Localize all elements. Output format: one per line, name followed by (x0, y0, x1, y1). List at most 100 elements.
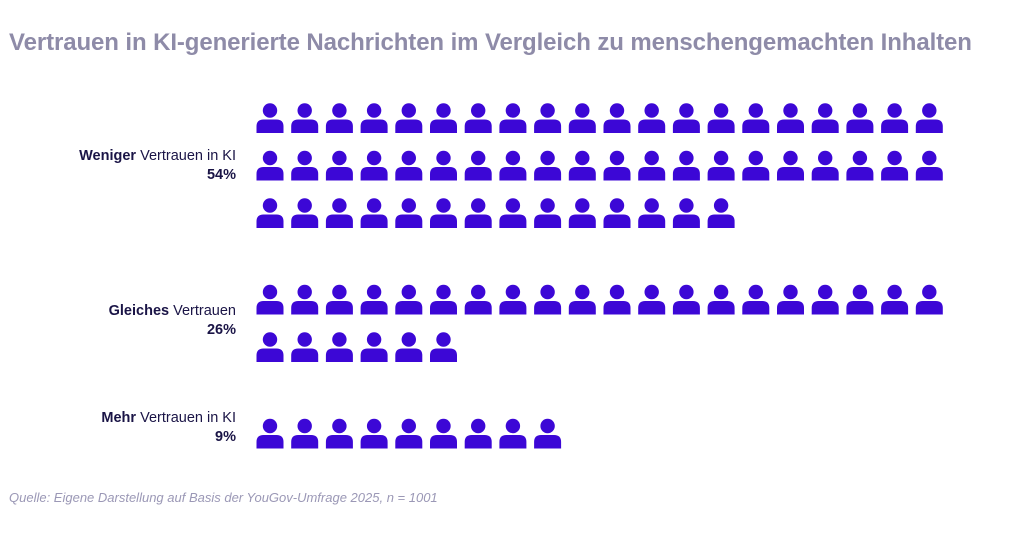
person-icon (638, 103, 666, 133)
person-icon (915, 103, 943, 133)
person-icon (638, 150, 666, 181)
person-icon (499, 198, 527, 228)
person-icon (464, 198, 492, 228)
person-icon (534, 284, 562, 315)
category-label-bold: Mehr (101, 410, 137, 426)
person-icon (464, 284, 492, 315)
person-icon (360, 103, 388, 133)
icon-group-1 (256, 284, 943, 362)
person-icon (499, 418, 527, 449)
category-label-rest: Vertrauen in KI (136, 410, 236, 426)
person-icon (881, 150, 909, 181)
category-label-mehr: Mehr Vertrauen in KI 9% (101, 409, 236, 447)
person-icon (707, 150, 735, 181)
person-icon (568, 150, 596, 181)
person-icon (360, 198, 388, 228)
person-icon (603, 150, 631, 181)
person-icon (707, 103, 735, 133)
person-icon (534, 198, 562, 228)
category-label-bold: Gleiches (108, 303, 170, 319)
category-percent: 9% (215, 429, 236, 445)
person-icon (672, 198, 700, 228)
person-icon (915, 150, 943, 181)
category-label-rest: Vertrauen in KI (136, 148, 236, 164)
person-icon (395, 332, 423, 362)
person-icon (430, 418, 457, 449)
person-icon (464, 150, 492, 181)
person-icon (811, 150, 839, 181)
person-icon (603, 284, 631, 315)
person-icon (568, 284, 596, 315)
person-icon (603, 198, 631, 228)
person-icon (638, 284, 666, 315)
person-icon (464, 103, 492, 133)
person-icon (707, 198, 735, 228)
person-icon (534, 103, 562, 133)
person-icon (325, 150, 353, 181)
person-icon (430, 198, 457, 228)
icon-group-2 (256, 418, 562, 449)
person-icon (777, 103, 804, 133)
person-icon (256, 103, 284, 133)
person-icon (395, 418, 423, 449)
person-icon (325, 284, 353, 315)
person-icon (777, 284, 804, 315)
person-icon (430, 103, 457, 133)
person-icon (811, 284, 839, 315)
person-icon (395, 284, 423, 315)
category-percent: 26% (206, 322, 236, 338)
person-icon (360, 332, 388, 362)
person-icon (395, 103, 423, 133)
person-icon (499, 284, 527, 315)
source-note: Quelle: Eigene Darstellung auf Basis der… (9, 490, 438, 505)
person-icon (256, 418, 284, 449)
person-icon (881, 103, 909, 133)
person-icon (534, 150, 562, 181)
person-icon (291, 418, 319, 449)
person-icon (499, 150, 527, 181)
person-icon (256, 198, 284, 228)
person-icon (430, 284, 457, 315)
category-label-bold: Weniger (79, 148, 137, 164)
chart-title: Vertrauen in KI-generierte Nachrichten i… (9, 29, 972, 56)
person-icon (291, 198, 319, 228)
category-label-rest: Vertrauen (169, 303, 236, 319)
person-icon (846, 284, 874, 315)
person-icon (672, 284, 700, 315)
person-icon (881, 284, 909, 315)
person-icon (325, 103, 353, 133)
person-icon (534, 418, 562, 449)
category-percent: 54% (206, 167, 236, 183)
person-icon (672, 150, 700, 181)
person-icon (360, 284, 388, 315)
person-icon (360, 418, 388, 449)
person-icon (291, 284, 319, 315)
category-label-weniger: Weniger Vertrauen in KI 54% (79, 147, 236, 185)
person-icon (395, 150, 423, 181)
person-icon (291, 103, 319, 133)
person-icon (672, 103, 700, 133)
person-icon (811, 103, 839, 133)
person-icon (291, 332, 319, 362)
icon-group-0 (256, 103, 943, 228)
person-icon (777, 150, 804, 181)
person-icon (568, 198, 596, 228)
person-icon (603, 103, 631, 133)
person-icon (256, 332, 284, 362)
person-icon (742, 103, 770, 133)
person-icon (742, 150, 770, 181)
person-icon (325, 332, 353, 362)
person-icon (325, 418, 353, 449)
person-icon (464, 418, 492, 449)
person-icon (707, 284, 735, 315)
category-label-gleiches: Gleiches Vertrauen 26% (109, 302, 236, 340)
person-icon (256, 150, 284, 181)
person-icon (846, 103, 874, 133)
person-icon (499, 103, 527, 133)
person-icon (430, 150, 457, 181)
person-icon (360, 150, 388, 181)
person-icon (742, 284, 770, 315)
person-icon (430, 332, 457, 362)
person-icon (395, 198, 423, 228)
